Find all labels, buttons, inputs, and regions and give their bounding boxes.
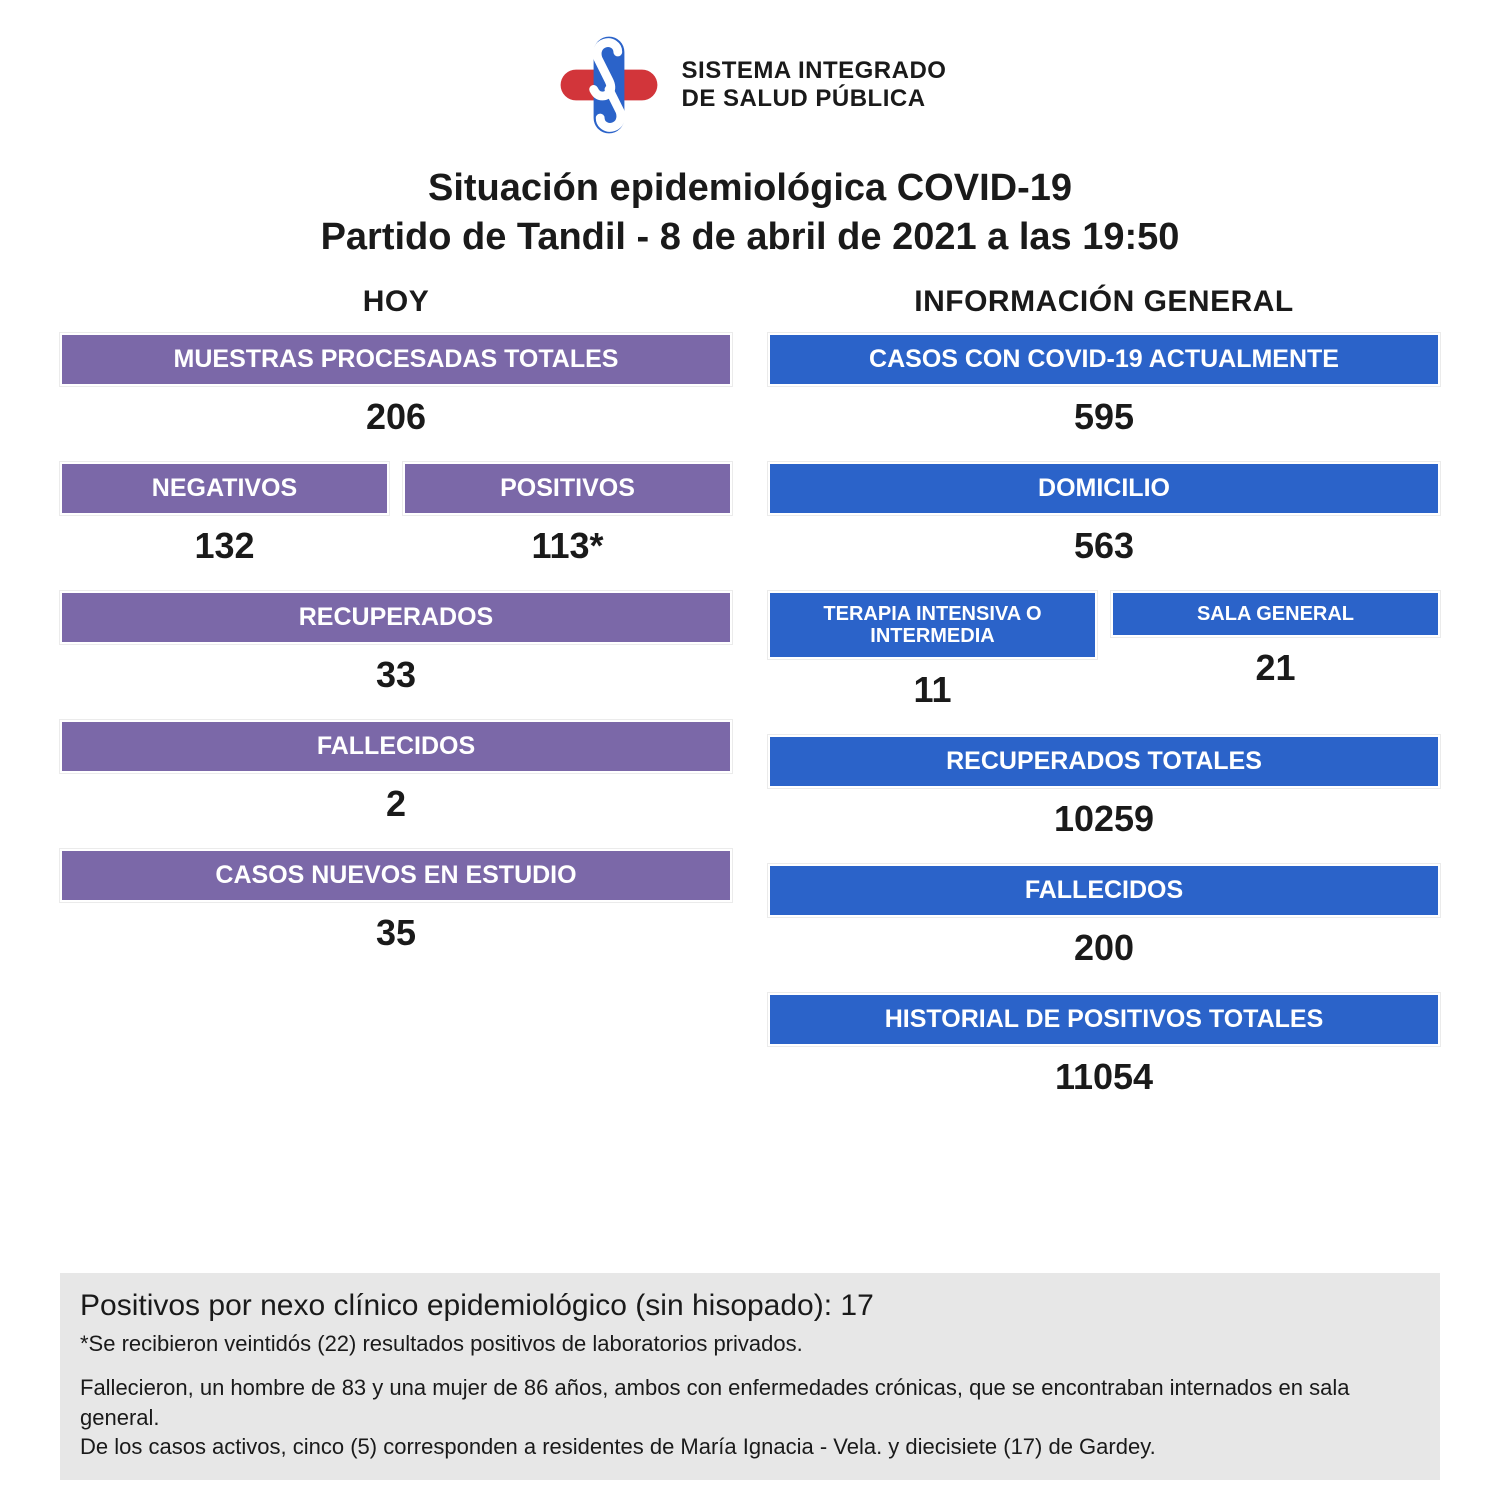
stat-home: DOMICILIO 563 — [768, 462, 1440, 579]
footer-note: *Se recibieron veintidós (22) resultados… — [80, 1329, 1420, 1359]
title-line2: Partido de Tandil - 8 de abril de 2021 a… — [60, 213, 1440, 262]
stat-deceased-total-value: 200 — [768, 917, 1440, 981]
stat-home-label: DOMICILIO — [768, 462, 1440, 515]
stat-processed: MUESTRAS PROCESADAS TOTALES 206 — [60, 333, 732, 450]
footer: Positivos por nexo clínico epidemiológic… — [60, 1273, 1440, 1480]
stat-negatives: NEGATIVOS 132 — [60, 462, 389, 579]
stat-ward-label: SALA GENERAL — [1111, 591, 1440, 637]
stat-negatives-label: NEGATIVOS — [60, 462, 389, 515]
title-block: Situación epidemiológica COVID-19 Partid… — [60, 164, 1440, 263]
col-general: INFORMACIÓN GENERAL CASOS CON COVID-19 A… — [768, 285, 1440, 1269]
stat-deceased-label: FALLECIDOS — [60, 720, 732, 773]
stat-positives-total-label: HISTORIAL DE POSITIVOS TOTALES — [768, 993, 1440, 1046]
logo-icon — [554, 30, 664, 140]
stat-recovered-value: 33 — [60, 644, 732, 708]
stat-icu-label: TERAPIA INTENSIVA O INTERMEDIA — [768, 591, 1097, 659]
stat-recovered-total: RECUPERADOS TOTALES 10259 — [768, 735, 1440, 852]
stat-recovered-label: RECUPERADOS — [60, 591, 732, 644]
stat-deceased: FALLECIDOS 2 — [60, 720, 732, 837]
stat-recovered-total-value: 10259 — [768, 788, 1440, 852]
header: SISTEMA INTEGRADO DE SALUD PÚBLICA — [60, 30, 1440, 140]
stat-processed-label: MUESTRAS PROCESADAS TOTALES — [60, 333, 732, 386]
org-name-line2: DE SALUD PÚBLICA — [682, 85, 947, 113]
stat-positives-label: POSITIVOS — [403, 462, 732, 515]
stat-processed-value: 206 — [60, 386, 732, 450]
stat-negatives-value: 132 — [60, 515, 389, 579]
stat-icu-value: 11 — [768, 659, 1097, 723]
stat-deceased-value: 2 — [60, 773, 732, 837]
stat-active-value: 595 — [768, 386, 1440, 450]
pair-neg-pos: NEGATIVOS 132 POSITIVOS 113* — [60, 462, 732, 591]
footer-title: Positivos por nexo clínico epidemiológic… — [80, 1289, 1420, 1323]
stat-recovered: RECUPERADOS 33 — [60, 591, 732, 708]
stat-positives-value: 113* — [403, 515, 732, 579]
stat-active: CASOS CON COVID-19 ACTUALMENTE 595 — [768, 333, 1440, 450]
title-line1: Situación epidemiológica COVID-19 — [60, 164, 1440, 213]
stat-new-study-value: 35 — [60, 902, 732, 966]
footer-para1: Fallecieron, un hombre de 83 y una mujer… — [80, 1373, 1420, 1432]
stat-icu: TERAPIA INTENSIVA O INTERMEDIA 11 — [768, 591, 1097, 723]
org-name: SISTEMA INTEGRADO DE SALUD PÚBLICA — [682, 57, 947, 112]
stat-active-label: CASOS CON COVID-19 ACTUALMENTE — [768, 333, 1440, 386]
columns: HOY MUESTRAS PROCESADAS TOTALES 206 NEGA… — [60, 285, 1440, 1269]
stat-ward: SALA GENERAL 21 — [1111, 591, 1440, 723]
stat-home-value: 563 — [768, 515, 1440, 579]
stat-deceased-total-label: FALLECIDOS — [768, 864, 1440, 917]
stat-ward-value: 21 — [1111, 637, 1440, 701]
pair-icu-ward: TERAPIA INTENSIVA O INTERMEDIA 11 SALA G… — [768, 591, 1440, 735]
stat-positives-total: HISTORIAL DE POSITIVOS TOTALES 11054 — [768, 993, 1440, 1110]
col-today-heading: HOY — [60, 285, 732, 319]
stat-recovered-total-label: RECUPERADOS TOTALES — [768, 735, 1440, 788]
footer-para2: De los casos activos, cinco (5) correspo… — [80, 1432, 1420, 1462]
stat-positives-total-value: 11054 — [768, 1046, 1440, 1110]
stat-new-study-label: CASOS NUEVOS EN ESTUDIO — [60, 849, 732, 902]
col-today: HOY MUESTRAS PROCESADAS TOTALES 206 NEGA… — [60, 285, 732, 1269]
stat-positives: POSITIVOS 113* — [403, 462, 732, 579]
col-general-heading: INFORMACIÓN GENERAL — [768, 285, 1440, 319]
org-name-line1: SISTEMA INTEGRADO — [682, 57, 947, 85]
stat-new-study: CASOS NUEVOS EN ESTUDIO 35 — [60, 849, 732, 966]
stat-deceased-total: FALLECIDOS 200 — [768, 864, 1440, 981]
